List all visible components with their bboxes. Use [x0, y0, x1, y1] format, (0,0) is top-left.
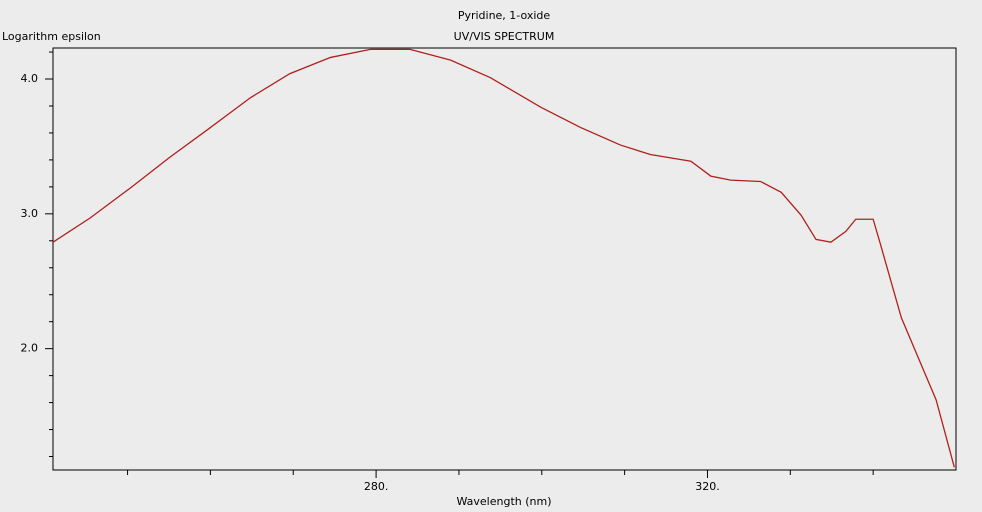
- spectrum-line: [52, 48, 955, 468]
- x-tick-label: 320.: [695, 480, 720, 493]
- y-tick-label: 4.0: [21, 72, 39, 85]
- y-axis-label: Logarithm epsilon: [2, 30, 101, 43]
- x-tick-label: 280.: [364, 480, 389, 493]
- chart-title: Pyridine, 1-oxide: [458, 9, 551, 22]
- chart-subtitle: UV/VIS SPECTRUM: [454, 30, 555, 43]
- plot-frame: [52, 47, 957, 471]
- y-tick-label: 3.0: [21, 207, 39, 220]
- x-axis-label: Wavelength (nm): [456, 495, 551, 508]
- y-tick-label: 2.0: [21, 342, 39, 355]
